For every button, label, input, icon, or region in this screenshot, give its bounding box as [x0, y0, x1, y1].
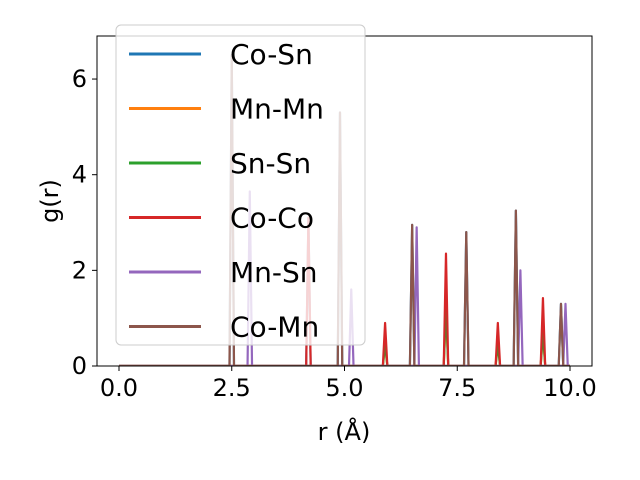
legend-label-co-mn: Co-Mn [230, 311, 319, 344]
y-tick-label: 6 [72, 65, 87, 93]
x-axis-label: r (Å) [318, 417, 371, 446]
x-tick-label: 10.0 [543, 374, 596, 402]
y-tick-label: 0 [72, 352, 87, 380]
x-tick-label: 7.5 [438, 374, 476, 402]
legend-label-mn-mn: Mn-Mn [230, 93, 324, 126]
y-axis-label: g(r) [36, 179, 64, 223]
x-tick-label: 0.0 [100, 374, 138, 402]
y-tick-label: 4 [72, 161, 87, 189]
legend-box [115, 24, 366, 346]
legend-label-sn-sn: Sn-Sn [230, 147, 311, 180]
x-tick-label: 2.5 [213, 374, 251, 402]
x-tick-label: 5.0 [325, 374, 363, 402]
legend: Co-Sn Mn-Mn Sn-Sn Co-Co Mn-Sn Co-Mn [115, 24, 366, 346]
y-tick-label: 2 [72, 256, 87, 284]
legend-label-co-sn: Co-Sn [230, 38, 313, 71]
legend-label-co-co: Co-Co [230, 202, 314, 235]
legend-label-mn-sn: Mn-Sn [230, 256, 318, 289]
ticks-layer: 0.0 2.5 5.0 7.5 10.0 0 2 4 6 [72, 65, 597, 402]
